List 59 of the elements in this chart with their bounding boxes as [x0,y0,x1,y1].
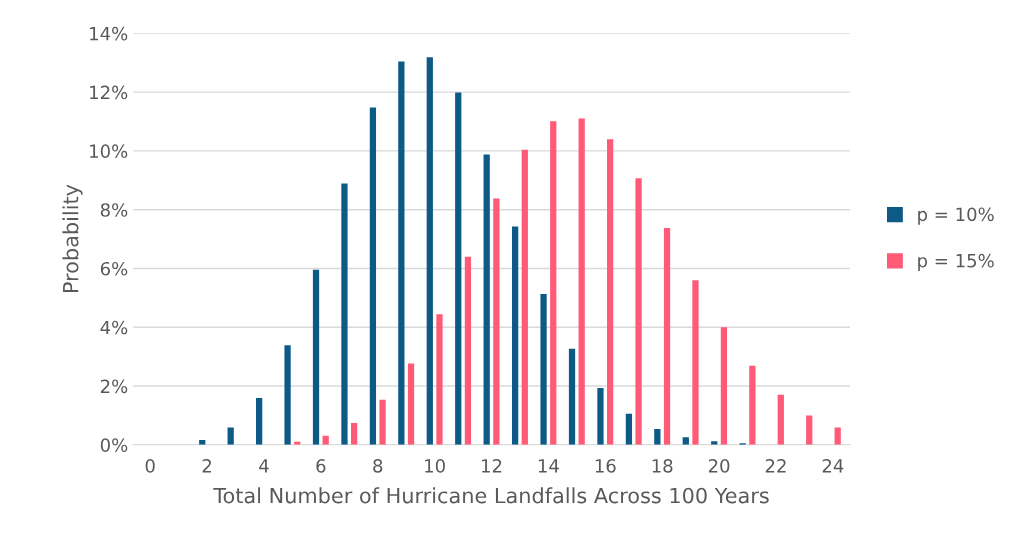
bar [568,348,576,445]
bar [483,154,490,445]
x-axis-title: Total Number of Hurricane Landfalls Across 100 Years [213,487,769,504]
bar [777,394,784,445]
x-tick-label: 20 [708,459,730,473]
bar [256,398,263,445]
bar [369,107,377,445]
bar [227,427,234,445]
x-tick-label: 24 [822,459,844,473]
bar [806,415,813,445]
bar [635,178,642,445]
x-tick-label: 6 [316,459,326,473]
bar [379,399,386,445]
bar [341,183,348,445]
x-tick-label: 12 [482,459,502,473]
x-tick-label: 14 [538,459,559,473]
y-tick-label: 0% [100,438,128,452]
y-tick-label: 2% [100,379,128,394]
y-tick-label: 6% [100,261,128,276]
bar [834,427,841,445]
bar [578,118,585,445]
x-tick-label: 10 [425,459,445,473]
bar [398,61,405,445]
y-tick-label: 14% [90,26,128,41]
bar [426,57,433,445]
bar [436,314,443,445]
bar [550,121,557,445]
bar [540,294,547,445]
y-tick-label: 4% [100,320,128,335]
bar [351,423,358,445]
bar [749,365,756,445]
bar [663,227,671,445]
bar [407,363,415,445]
y-axis-title: Probability [62,184,83,293]
y-tick-label: 10% [90,144,128,159]
x-tick-label: 2 [202,459,212,473]
bar [284,345,291,445]
x-tick-label: 8 [373,459,383,473]
legend-label: p = 15% [918,253,994,271]
bar [455,92,462,445]
y-tick-label: 12% [90,85,128,100]
y-tick-label: 8% [100,203,128,217]
bar [493,198,500,445]
bar [597,388,604,445]
bar [654,428,661,445]
x-tick-label: 0 [145,459,155,473]
x-tick-label: 16 [595,459,616,473]
bar [312,269,320,445]
x-tick-label: 18 [652,459,673,473]
x-tick-label: 4 [259,459,269,473]
legend-label: p = 10% [918,207,994,225]
bar [464,256,472,445]
bar [521,149,528,445]
bar [607,139,614,445]
bar [720,327,728,445]
bar [625,413,633,445]
bar [512,226,519,445]
bar [692,280,699,445]
x-tick-label: 22 [765,459,786,473]
